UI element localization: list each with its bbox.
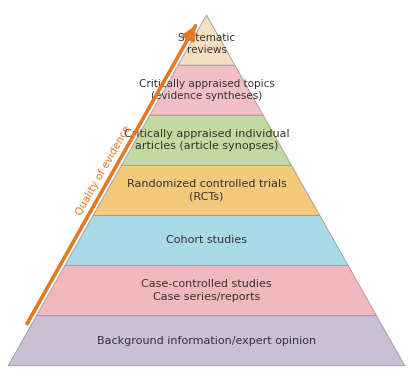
Text: Case-controlled studies
Case series/reports: Case-controlled studies Case series/repo… — [141, 279, 272, 302]
Text: Quality of evidence: Quality of evidence — [74, 124, 133, 217]
Polygon shape — [93, 166, 320, 215]
Text: Critically appraised individual
articles (article synopses): Critically appraised individual articles… — [123, 129, 290, 152]
Polygon shape — [65, 215, 348, 265]
Polygon shape — [150, 65, 263, 115]
Text: Cohort studies: Cohort studies — [166, 236, 247, 245]
Text: Randomized controlled trials
(RCTs): Randomized controlled trials (RCTs) — [126, 179, 287, 202]
Polygon shape — [37, 265, 376, 316]
Text: Systematic
reviews: Systematic reviews — [178, 33, 235, 55]
Text: Critically appraised topics
(evidence syntheses): Critically appraised topics (evidence sy… — [139, 79, 274, 101]
Polygon shape — [121, 115, 292, 166]
Polygon shape — [178, 15, 235, 65]
Polygon shape — [8, 316, 405, 366]
Text: Background information/expert opinion: Background information/expert opinion — [97, 336, 316, 346]
